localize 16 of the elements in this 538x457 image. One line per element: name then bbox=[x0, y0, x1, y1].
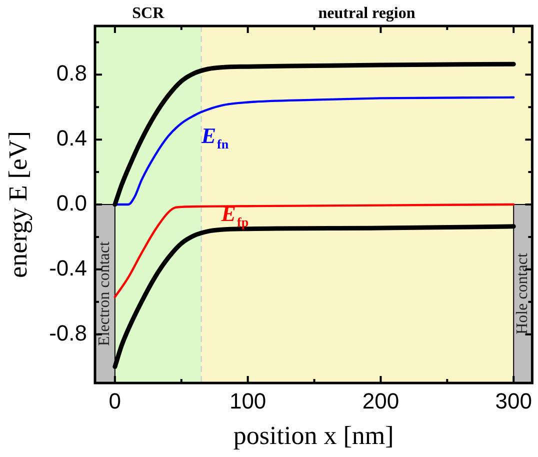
line-series bbox=[114, 203, 515, 298]
band-label: Electron contact bbox=[96, 241, 114, 346]
x-tick-label: 300 bbox=[495, 388, 532, 414]
x-tick-label: 0 bbox=[108, 388, 122, 414]
x-axis-title: position x [nm] bbox=[233, 421, 394, 450]
band-label: SCR bbox=[132, 5, 165, 22]
y-tick-label: -0.8 bbox=[49, 320, 87, 346]
x-tick-label: 200 bbox=[362, 388, 400, 414]
y-tick-label: -0.4 bbox=[49, 255, 87, 280]
band-label: neutral region bbox=[318, 5, 416, 22]
y-tick-label: 0.4 bbox=[56, 126, 87, 151]
y-tick-label: 0.0 bbox=[56, 190, 87, 216]
band-label: Hole contact bbox=[514, 252, 532, 334]
x-tick-label: 100 bbox=[229, 388, 266, 414]
y-axis-title: energy E [eV] bbox=[3, 131, 32, 278]
y-tick-label: 0.8 bbox=[56, 60, 87, 86]
